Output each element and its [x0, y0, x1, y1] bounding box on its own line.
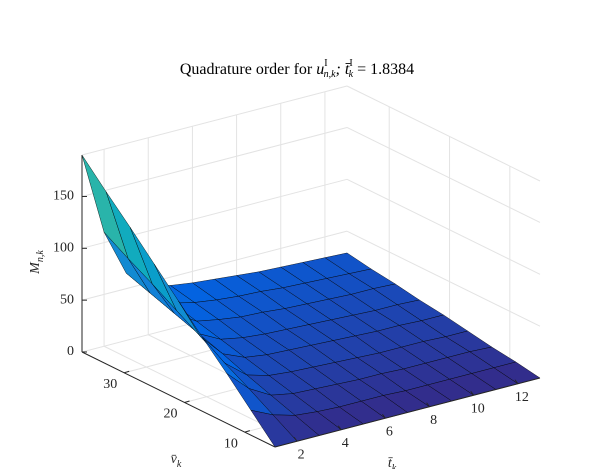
z-label-part: n,k	[35, 250, 46, 263]
grid-line	[81, 230, 348, 301]
tick-mark	[470, 390, 475, 396]
y-label-part: v̄	[171, 452, 178, 467]
chart-title: Quadrature order for uI n,k; t̄I k = 1.838…	[180, 58, 414, 80]
z-label-part: M	[28, 261, 43, 275]
x-tick-label: 12	[515, 390, 529, 405]
title-part: n,k	[324, 69, 337, 80]
y-tick-label: 10	[224, 436, 238, 451]
x-tick-label: 8	[430, 413, 437, 428]
y-tick-label: 30	[103, 377, 117, 392]
tick-mark	[184, 400, 190, 403]
grid-line	[346, 230, 541, 327]
title-part: ; t̄	[336, 61, 351, 78]
x-axis-label: t̄k	[387, 456, 396, 469]
x-tick-label: 6	[386, 424, 393, 439]
grid-line	[81, 126, 348, 197]
tick-mark	[426, 402, 430, 408]
grid-line	[346, 127, 541, 223]
title-part: k	[349, 69, 354, 80]
x-label-part: k	[392, 463, 397, 469]
z-tick-label: 150	[53, 189, 74, 204]
z-tick-label: 0	[67, 344, 74, 359]
grid-line	[346, 85, 541, 182]
title-part: I	[349, 58, 352, 69]
y-axis-line	[81, 351, 276, 448]
z-axis-label: Mn,k	[28, 250, 46, 275]
z-tick-label: 100	[53, 241, 74, 256]
tick-mark	[514, 379, 519, 385]
tick-mark	[244, 430, 250, 433]
y-label-part: k	[177, 459, 182, 469]
z-tick-label: 50	[60, 292, 74, 307]
y-tick-label: 20	[164, 407, 178, 422]
tick-mark	[337, 425, 342, 431]
grid-line	[81, 85, 348, 156]
tick-mark	[293, 436, 298, 442]
x-tick-label: 10	[471, 401, 485, 416]
title-part: Quadrature order for	[180, 61, 313, 78]
x-axis-line	[274, 377, 541, 448]
x-tick-label: 4	[342, 436, 349, 451]
grid-line	[346, 178, 541, 275]
y-axis-label: v̄k	[171, 452, 182, 469]
title-part: = 1.8384	[353, 61, 414, 78]
x-label-part: t̄	[387, 456, 393, 469]
title-part: u	[316, 61, 324, 78]
tick-mark	[124, 370, 130, 374]
title-part: I	[324, 58, 327, 69]
surface-patch	[81, 154, 129, 259]
x-tick-label: 2	[298, 447, 305, 462]
tick-mark	[382, 413, 386, 419]
